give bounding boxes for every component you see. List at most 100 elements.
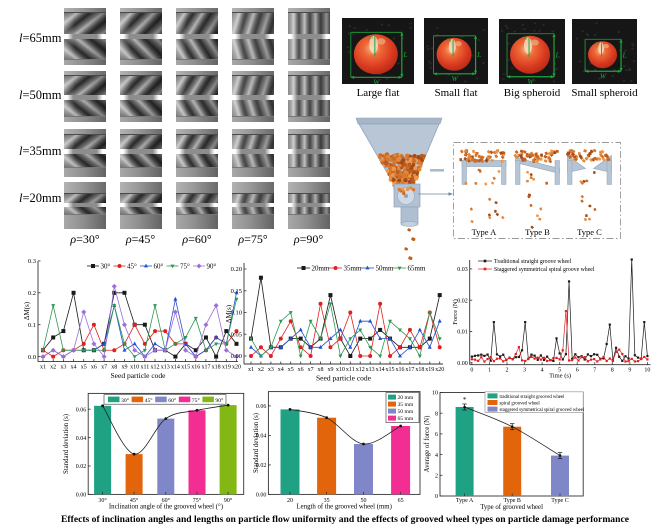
svg-text:x9: x9 — [327, 367, 333, 373]
svg-text:10: 10 — [368, 35, 374, 40]
svg-text:45°: 45° — [130, 497, 139, 504]
svg-text:0.02: 0.02 — [457, 298, 468, 304]
svg-text:x3: x3 — [268, 367, 274, 373]
svg-text:5: 5 — [558, 368, 561, 374]
svg-text:Type B: Type B — [525, 227, 550, 237]
svg-text:Traditional straight groove wh: Traditional straight groove wheel — [494, 259, 572, 265]
svg-text:0.02: 0.02 — [256, 463, 267, 469]
svg-text:Type C: Type C — [577, 227, 602, 237]
svg-text:W: W — [451, 74, 458, 83]
svg-text:x20: x20 — [435, 367, 444, 373]
svg-text:10: 10 — [644, 368, 650, 374]
svg-text:x13: x13 — [366, 367, 375, 373]
svg-text:x10: x10 — [336, 367, 345, 373]
svg-text:x8: x8 — [111, 365, 117, 371]
svg-text:50mm: 50mm — [376, 265, 394, 273]
svg-text:Type A: Type A — [472, 227, 498, 237]
svg-text:Seed particle code: Seed particle code — [316, 374, 372, 383]
svg-text:0.00: 0.00 — [256, 493, 267, 499]
svg-text:30°: 30° — [121, 397, 129, 404]
svg-text:2: 2 — [435, 474, 438, 480]
svg-text:45°: 45° — [145, 397, 153, 404]
svg-text:x19: x19 — [222, 365, 231, 371]
svg-text:staggered symmetrical spiral g: staggered symmetrical spiral grooved whe… — [500, 408, 585, 413]
svg-text:x19: x19 — [425, 367, 434, 373]
svg-text:9: 9 — [628, 368, 631, 374]
svg-text:35mm: 35mm — [344, 265, 362, 273]
svg-text:L: L — [555, 50, 560, 59]
svg-text:ΔM(s): ΔM(s) — [23, 301, 31, 320]
svg-text:x15: x15 — [386, 367, 395, 373]
svg-text:35: 35 — [324, 498, 330, 504]
svg-text:Time (s): Time (s) — [549, 373, 571, 380]
svg-text:x7: x7 — [308, 367, 314, 373]
svg-text:0.06: 0.06 — [76, 407, 87, 413]
svg-text:L: L — [402, 50, 407, 59]
svg-text:0.00: 0.00 — [76, 493, 87, 499]
svg-text:4: 4 — [541, 368, 544, 374]
svg-text:Inclination angle of the groov: Inclination angle of the grooved wheel (… — [109, 503, 223, 510]
svg-text:spiral grooved wheel: spiral grooved wheel — [500, 401, 541, 406]
svg-text:0.01: 0.01 — [457, 330, 468, 336]
svg-text:W: W — [600, 71, 607, 80]
svg-text:x4: x4 — [71, 365, 77, 371]
svg-text:x2: x2 — [50, 365, 56, 371]
svg-text:x17: x17 — [201, 365, 210, 371]
svg-text:0.03: 0.03 — [457, 267, 468, 273]
svg-text:2: 2 — [506, 368, 509, 374]
svg-text:Type B: Type B — [503, 498, 520, 504]
svg-text:Standard deviation (s): Standard deviation (s) — [63, 414, 70, 474]
svg-text:75°: 75° — [180, 263, 190, 271]
svg-text:x18: x18 — [212, 365, 221, 371]
svg-text:50 mm: 50 mm — [398, 409, 414, 415]
svg-text:90°: 90° — [224, 497, 233, 504]
svg-text:x14: x14 — [376, 367, 385, 373]
svg-text:20mm: 20mm — [312, 265, 330, 273]
svg-text:65: 65 — [398, 498, 404, 504]
svg-text:*: * — [463, 396, 467, 404]
svg-text:0.00: 0.00 — [231, 353, 242, 360]
svg-text:10: 10 — [595, 42, 601, 47]
svg-text:ΔM(s): ΔM(s) — [225, 304, 233, 323]
svg-text:0.02: 0.02 — [76, 464, 87, 470]
svg-text:0.3: 0.3 — [28, 258, 36, 265]
svg-text:Average of force (N): Average of force (N) — [424, 416, 431, 473]
svg-text:30°: 30° — [98, 497, 107, 504]
svg-text:x11: x11 — [346, 367, 355, 373]
svg-text:Length of the grooved wheel (m: Length of the grooved wheel (mm) — [297, 503, 392, 510]
svg-text:x12: x12 — [356, 367, 365, 373]
svg-text:x16: x16 — [191, 365, 200, 371]
svg-text:Standard deviation (s): Standard deviation (s) — [253, 413, 260, 473]
svg-text:0.04: 0.04 — [76, 436, 87, 442]
svg-text:x11: x11 — [140, 365, 149, 371]
svg-text:x2: x2 — [258, 367, 264, 373]
svg-text:90°: 90° — [215, 397, 223, 404]
svg-text:x17: x17 — [405, 367, 414, 373]
svg-text:75°: 75° — [192, 397, 200, 404]
svg-text:4: 4 — [435, 453, 438, 459]
svg-text:75°: 75° — [193, 497, 202, 504]
svg-text:0.00: 0.00 — [457, 361, 468, 367]
svg-text:0.05: 0.05 — [231, 331, 242, 338]
svg-text:x1: x1 — [40, 365, 46, 371]
svg-text:x6: x6 — [91, 365, 97, 371]
svg-text:0: 0 — [470, 368, 473, 374]
svg-text:6: 6 — [435, 432, 438, 438]
svg-text:60°: 60° — [154, 263, 164, 271]
svg-text:10: 10 — [432, 391, 438, 397]
svg-text:0.0: 0.0 — [28, 354, 36, 361]
svg-text:Type of grooved wheel: Type of grooved wheel — [480, 504, 543, 511]
svg-text:x9: x9 — [121, 365, 127, 371]
svg-text:60°: 60° — [168, 397, 176, 404]
svg-text:60°: 60° — [162, 497, 171, 504]
svg-text:L: L — [476, 50, 481, 59]
svg-text:20: 20 — [287, 498, 293, 504]
svg-text:1: 1 — [488, 368, 491, 374]
svg-text:30°: 30° — [101, 263, 111, 271]
svg-text:x13: x13 — [161, 365, 170, 371]
svg-text:x20: x20 — [232, 365, 241, 371]
svg-text:65mm: 65mm — [408, 265, 426, 273]
svg-text:50: 50 — [361, 498, 367, 504]
svg-text:35 mm: 35 mm — [398, 402, 414, 408]
svg-text:Type A: Type A — [456, 498, 474, 504]
